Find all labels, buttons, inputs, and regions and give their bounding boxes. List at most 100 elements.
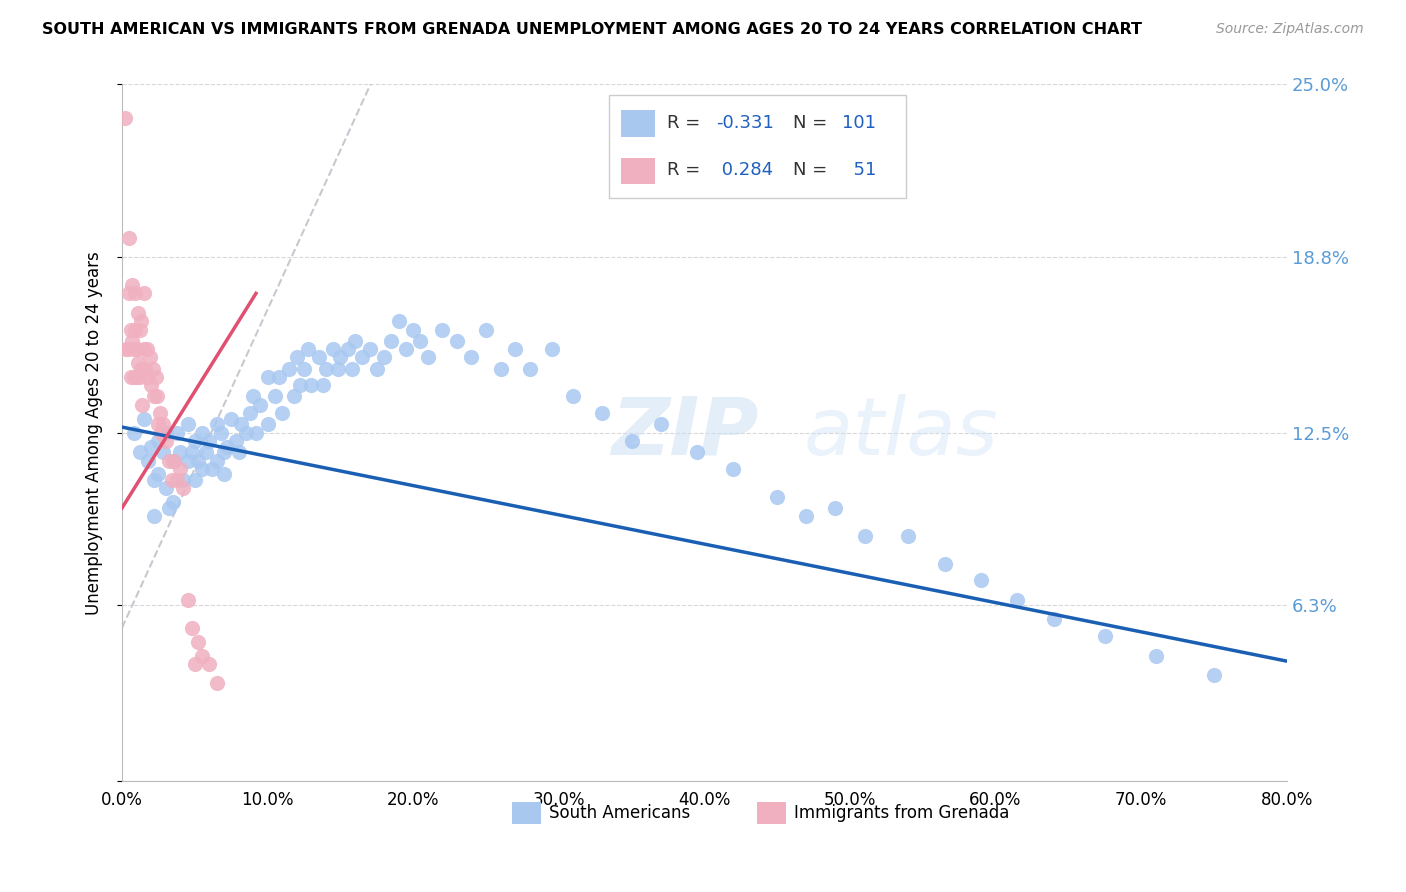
Point (592, 406, 614, 420)
Point (416, 351, 439, 365)
Point (519, 361, 541, 376)
Point (118, 286, 141, 301)
Point (970, 574, 993, 588)
Point (201, 462, 224, 476)
Point (169, 462, 191, 476)
Point (166, 473, 188, 487)
Point (212, 467, 235, 482)
Point (115, 342, 138, 356)
Point (142, 361, 165, 376)
Point (198, 657, 221, 671)
Point (157, 453, 180, 467)
Point (897, 529, 920, 543)
Point (315, 361, 337, 376)
Point (157, 500, 180, 515)
Point (121, 334, 143, 348)
Point (256, 417, 278, 432)
Point (228, 445, 250, 459)
Point (329, 351, 352, 365)
Point (934, 557, 956, 571)
Point (395, 342, 418, 356)
Point (336, 342, 359, 356)
Point (1042, 612, 1064, 626)
Point (475, 322, 498, 336)
Point (225, 434, 247, 448)
Text: SOUTH AMERICAN VS IMMIGRANTS FROM GRENADA UNEMPLOYMENT AMONG AGES 20 TO 24 YEARS: SOUTH AMERICAN VS IMMIGRANTS FROM GRENAD… (42, 22, 1142, 37)
Point (794, 509, 817, 524)
Point (129, 314, 152, 328)
Text: 0.284: 0.284 (716, 161, 773, 179)
Point (152, 417, 174, 432)
Point (256, 370, 278, 384)
Point (187, 634, 209, 648)
Point (148, 467, 170, 482)
Point (191, 648, 214, 663)
Point (120, 370, 142, 384)
Point (409, 334, 432, 348)
Point (114, 111, 136, 125)
Text: 51: 51 (842, 161, 876, 179)
Point (283, 389, 305, 403)
Point (308, 351, 330, 365)
Point (134, 361, 156, 376)
Point (176, 417, 198, 432)
Point (292, 361, 315, 376)
Point (503, 342, 526, 356)
Point (245, 425, 267, 440)
Point (198, 434, 221, 448)
Y-axis label: Unemployment Among Ages 20 to 24 years: Unemployment Among Ages 20 to 24 years (86, 251, 103, 615)
Point (195, 445, 218, 459)
Point (162, 453, 184, 467)
Point (366, 361, 388, 376)
Point (359, 342, 381, 356)
Point (205, 453, 228, 467)
Point (205, 417, 228, 432)
Text: N =: N = (793, 114, 832, 132)
Point (380, 334, 402, 348)
Point (184, 434, 207, 448)
Point (172, 473, 194, 487)
Point (264, 389, 287, 403)
Point (148, 434, 170, 448)
Point (269, 370, 291, 384)
Point (131, 398, 153, 412)
Point (205, 676, 228, 690)
Point (132, 286, 155, 301)
Point (136, 453, 159, 467)
FancyBboxPatch shape (512, 802, 541, 824)
Point (1144, 648, 1167, 663)
Point (138, 351, 160, 365)
Point (231, 417, 253, 432)
Point (143, 509, 166, 524)
Point (141, 440, 163, 454)
Point (352, 351, 374, 365)
Point (128, 445, 150, 459)
Point (686, 445, 709, 459)
Point (620, 434, 643, 448)
Point (288, 378, 311, 392)
Point (326, 361, 349, 376)
Text: 101: 101 (842, 114, 876, 132)
FancyBboxPatch shape (620, 111, 655, 136)
Text: -0.331: -0.331 (716, 114, 773, 132)
Point (146, 389, 169, 403)
Point (489, 361, 512, 376)
Point (120, 322, 142, 336)
Point (235, 425, 257, 440)
Point (143, 389, 166, 403)
Point (149, 406, 172, 420)
Point (166, 425, 188, 440)
Point (148, 417, 170, 432)
Point (322, 342, 344, 356)
Point (249, 398, 271, 412)
Point (1007, 592, 1029, 607)
Point (141, 378, 163, 392)
Point (128, 370, 150, 384)
Point (136, 370, 159, 384)
Point (373, 351, 395, 365)
Point (128, 322, 150, 336)
Text: R =: R = (666, 114, 706, 132)
Point (155, 425, 177, 440)
Point (117, 342, 139, 356)
Point (191, 462, 214, 476)
